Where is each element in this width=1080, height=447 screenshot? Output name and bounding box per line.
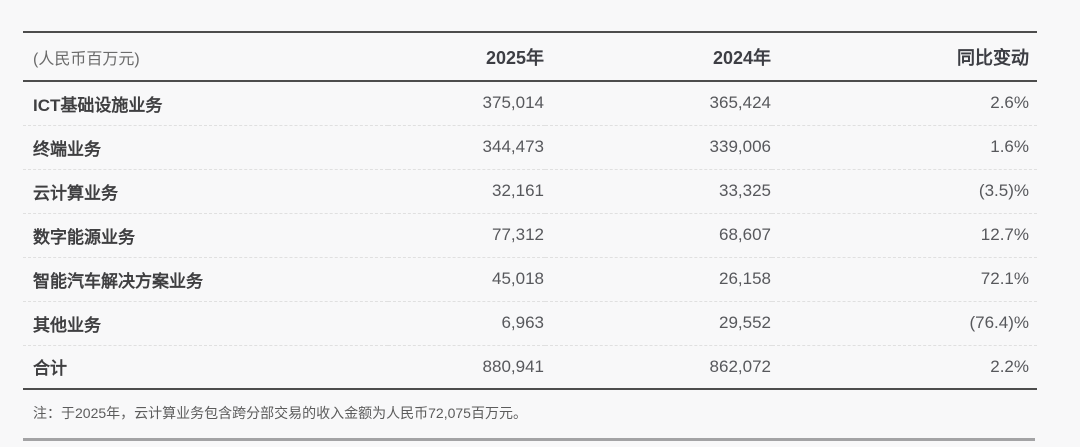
value-yoy: (76.4)% [772, 300, 1037, 345]
value-2025: 32,161 [388, 168, 545, 213]
table-header: (人民币百万元) 2025年 2024年 同比变动 [23, 31, 1037, 82]
value-2024: 339,006 [545, 124, 772, 169]
table-row: 其他业务 6,963 29,552 (76.4)% [23, 300, 1037, 345]
bottom-divider [23, 438, 1035, 441]
table-note: 注：于2025年，云计算业务包含跨分部交易的收入金额为人民币72,075百万元。 [33, 405, 527, 421]
segment-name: 合计 [23, 344, 388, 390]
segment-name: 数字能源业务 [23, 212, 388, 257]
header-row: (人民币百万元) 2025年 2024年 同比变动 [23, 31, 1037, 82]
value-2025: 375,014 [482, 93, 544, 113]
segment-name: 其他业务 [23, 300, 388, 345]
value-yoy: 2.6% [990, 93, 1029, 113]
value-2024: 68,607 [545, 212, 772, 257]
segment-name: 终端业务 [23, 124, 388, 169]
value-yoy: 1.6% [772, 124, 1037, 169]
value-2024: 26,158 [545, 256, 772, 301]
value-yoy: 72.1% [772, 256, 1037, 301]
value-2025: 45,018 [388, 256, 545, 301]
value-2025: 880,941 [388, 344, 545, 390]
table-row: 云计算业务 32,161 33,325 (3.5)% [23, 168, 1037, 213]
value-2024: 33,325 [545, 168, 772, 213]
table-row: 合计 880,941 862,072 2.2% [23, 344, 1037, 390]
value-2025: 344,473 [388, 124, 545, 169]
value-yoy: (3.5)% [772, 168, 1037, 213]
value-2025: 77,312 [388, 212, 545, 257]
value-2024: 862,072 [545, 344, 772, 390]
segment-name: ICT基础设施业务 [33, 95, 163, 115]
segment-name: 智能汽车解决方案业务 [23, 256, 388, 301]
table-row: 终端业务 344,473 339,006 1.6% [23, 124, 1037, 169]
table-row: 智能汽车解决方案业务 45,018 26,158 72.1% [23, 256, 1037, 301]
column-header-2024: 2024年 [545, 31, 772, 82]
segment-name: 云计算业务 [23, 168, 388, 213]
segment-revenue-table: (人民币百万元) 2025年 2024年 同比变动 ICT基础设施业务 375,… [23, 31, 1037, 390]
table-body: ICT基础设施业务 375,014 365,424 2.6% 终端业务 344,… [23, 81, 1037, 390]
column-header-yoy: 同比变动 [772, 31, 1037, 82]
table-row: 数字能源业务 77,312 68,607 12.7% [23, 212, 1037, 257]
value-2024: 365,424 [709, 93, 771, 113]
value-yoy: 2.2% [772, 344, 1037, 390]
value-yoy: 12.7% [772, 212, 1037, 257]
column-header-2025: 2025年 [388, 31, 545, 82]
value-2025: 6,963 [388, 300, 545, 345]
unit-label: (人民币百万元) [23, 31, 388, 82]
value-2024: 29,552 [545, 300, 772, 345]
table-row: ICT基础设施业务 375,014 365,424 2.6% [23, 81, 1037, 125]
